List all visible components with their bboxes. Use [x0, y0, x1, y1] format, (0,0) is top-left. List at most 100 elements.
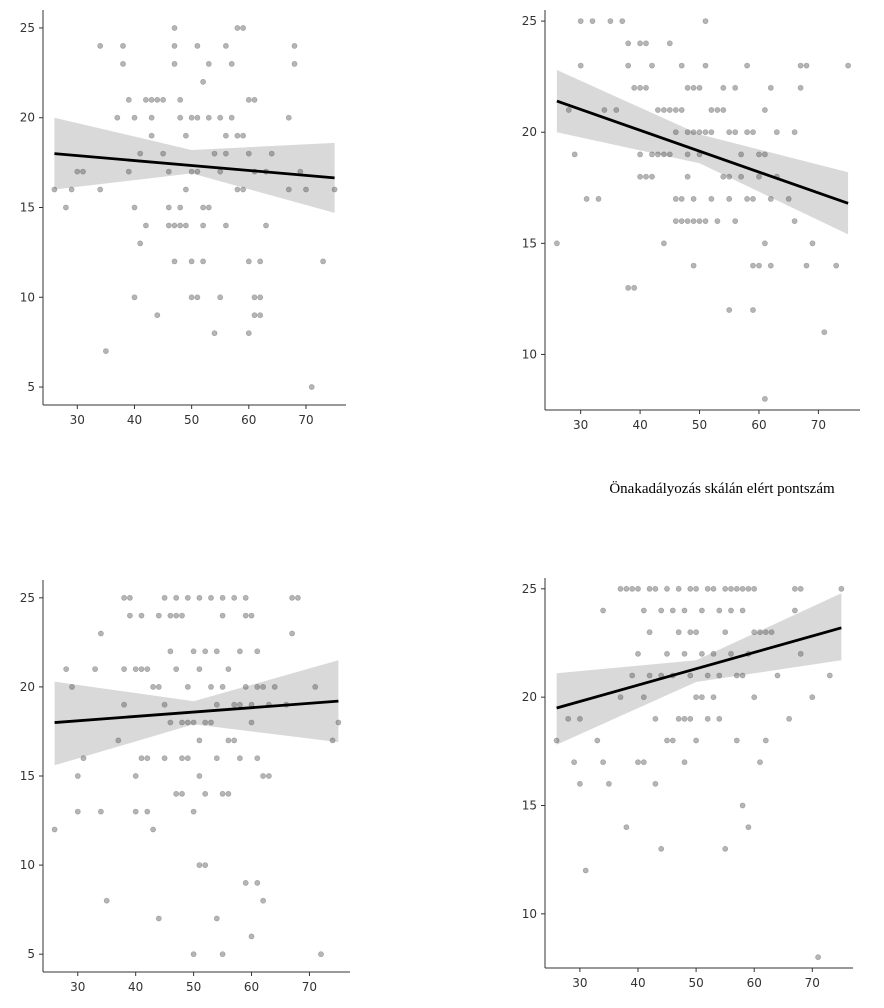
- x-tick-label: 60: [244, 980, 259, 994]
- data-point: [208, 684, 214, 690]
- data-point: [138, 755, 145, 762]
- data-point: [257, 258, 264, 265]
- data-point: [219, 951, 226, 958]
- data-point: [148, 114, 155, 121]
- data-point: [690, 84, 697, 91]
- data-point: [245, 330, 252, 337]
- data-point: [687, 629, 694, 636]
- x-tick-label: 60: [747, 976, 762, 990]
- data-point: [160, 150, 166, 157]
- data-point: [131, 204, 138, 211]
- data-point: [63, 666, 70, 672]
- data-point: [312, 684, 319, 690]
- data-point: [114, 114, 121, 121]
- data-point: [732, 129, 739, 136]
- data-point: [268, 150, 275, 157]
- data-point: [234, 186, 241, 193]
- data-point: [103, 348, 109, 354]
- data-point: [184, 755, 191, 762]
- data-point: [131, 114, 138, 121]
- data-point: [684, 218, 691, 224]
- data-point: [646, 629, 653, 636]
- data-point: [190, 951, 197, 958]
- data-point: [217, 168, 224, 175]
- data-point: [194, 114, 201, 121]
- data-point: [658, 607, 665, 614]
- data-point: [714, 107, 721, 113]
- data-point: [173, 666, 180, 672]
- data-point: [97, 43, 104, 49]
- data-point: [693, 629, 699, 636]
- data-point: [329, 737, 336, 744]
- data-point: [600, 607, 606, 614]
- data-point: [696, 218, 703, 224]
- data-point: [637, 84, 643, 91]
- data-point: [675, 715, 682, 722]
- data-point: [80, 168, 86, 175]
- data-point: [750, 262, 756, 269]
- data-point: [693, 694, 699, 701]
- data-point: [184, 719, 191, 726]
- data-point: [228, 61, 235, 67]
- data-point: [619, 18, 626, 24]
- data-point: [768, 629, 775, 636]
- x-tick-label: 40: [128, 980, 143, 994]
- data-point: [684, 173, 691, 180]
- data-point: [248, 719, 255, 726]
- data-point: [751, 585, 758, 592]
- data-point: [165, 222, 172, 229]
- y-tick-label: 25: [20, 591, 35, 605]
- data-point: [635, 585, 641, 592]
- data-point: [260, 773, 266, 779]
- data-point: [208, 719, 214, 726]
- data-point: [251, 312, 258, 319]
- data-point: [577, 715, 583, 722]
- data-point: [716, 607, 723, 614]
- data-point: [664, 650, 670, 657]
- x-tick-label: 70: [811, 418, 826, 432]
- data-point: [236, 701, 243, 708]
- data-point: [165, 168, 172, 175]
- data-point: [240, 186, 246, 193]
- data-point: [629, 585, 636, 592]
- data-point: [690, 218, 697, 224]
- data-point: [726, 195, 733, 202]
- data-point: [589, 18, 596, 24]
- trend-line: [54, 152, 335, 180]
- data-point: [132, 666, 139, 672]
- data-point: [335, 719, 342, 726]
- data-point: [74, 168, 81, 175]
- data-point: [182, 132, 189, 139]
- data-point: [739, 585, 746, 592]
- data-point: [171, 43, 178, 49]
- data-point: [708, 129, 715, 136]
- data-point: [177, 114, 184, 121]
- data-point: [144, 808, 151, 815]
- data-point: [681, 759, 688, 766]
- x-tick-label: 60: [751, 418, 766, 432]
- data-point: [762, 107, 768, 113]
- data-point: [131, 294, 138, 301]
- y-tick-label: 15: [20, 769, 35, 783]
- data-point: [177, 96, 184, 103]
- data-point: [661, 240, 667, 247]
- data-point: [652, 585, 659, 592]
- x-tick-label: 40: [630, 976, 645, 990]
- data-point: [708, 195, 715, 202]
- data-point: [194, 294, 201, 301]
- data-point: [803, 262, 810, 269]
- data-point: [762, 240, 768, 247]
- data-point: [745, 824, 752, 831]
- data-point: [773, 129, 780, 136]
- data-point: [222, 150, 229, 157]
- data-point: [702, 62, 709, 69]
- data-point: [762, 395, 768, 402]
- data-point: [188, 168, 195, 175]
- x-tick-label: 50: [186, 980, 201, 994]
- data-point: [745, 585, 752, 592]
- data-point: [750, 195, 756, 202]
- data-point: [690, 129, 697, 136]
- data-point: [138, 612, 145, 619]
- data-point: [213, 648, 220, 655]
- data-point: [211, 330, 218, 337]
